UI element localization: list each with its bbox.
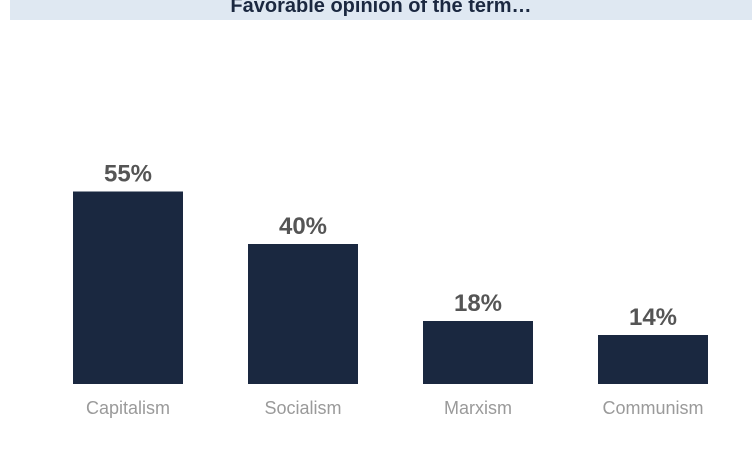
category-label-communism: Communism [602, 398, 703, 418]
value-label-communism: 14% [629, 304, 677, 331]
bar-marxism [423, 321, 533, 384]
bar-capitalism [73, 191, 183, 384]
value-label-capitalism: 55% [104, 161, 152, 188]
bar-socialism [248, 244, 358, 384]
value-label-marxism: 18% [454, 290, 502, 317]
category-label-capitalism: Capitalism [86, 398, 170, 418]
chart-title-bar: Favorable opinion of the term… [10, 0, 752, 20]
chart-title: Favorable opinion of the term… [230, 0, 532, 17]
value-label-socialism: 40% [279, 213, 327, 240]
bar-communism [598, 335, 708, 384]
category-label-marxism: Marxism [444, 398, 512, 418]
category-label-socialism: Socialism [264, 398, 341, 418]
